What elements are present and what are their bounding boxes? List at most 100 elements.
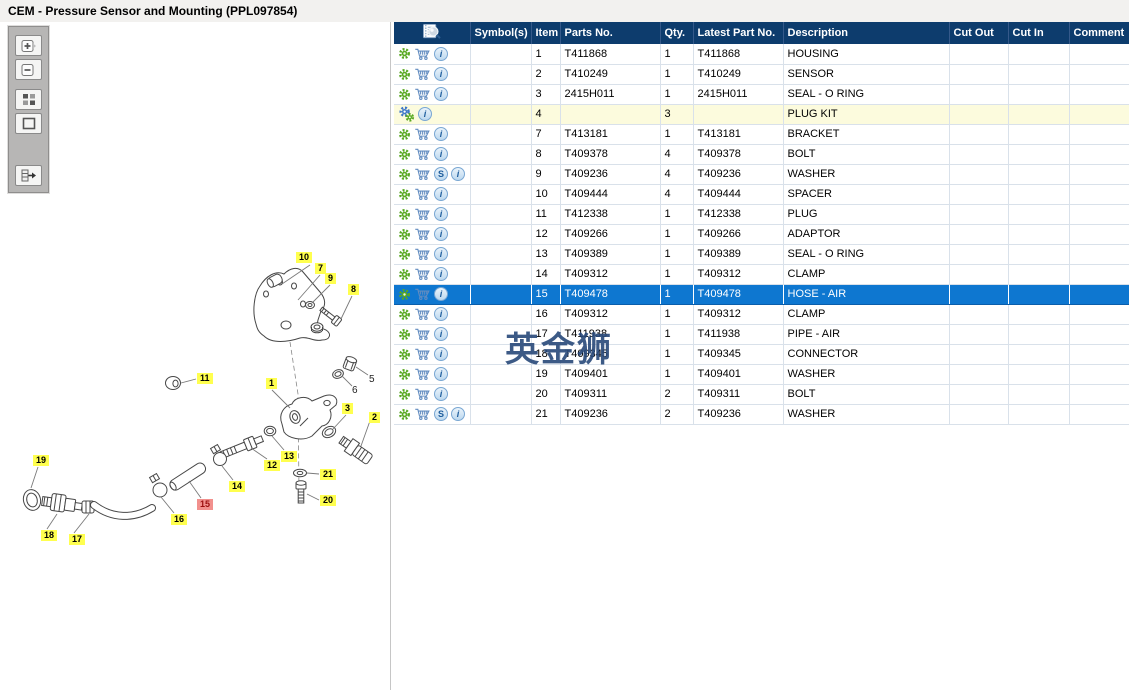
table-row-item-7[interactable]: i 7 T413181 1 T413181 BRACKET xyxy=(394,124,1129,145)
table-row-item-19[interactable]: i 19 T409401 1 T409401 WASHER xyxy=(394,364,1129,385)
gear-icon[interactable] xyxy=(398,268,411,281)
info-icon[interactable]: i xyxy=(451,407,465,421)
column-header-cut-in[interactable]: Cut In xyxy=(1008,22,1070,44)
part-label-15[interactable]: 15 xyxy=(197,499,214,510)
part-label-18[interactable]: 18 xyxy=(41,530,58,541)
info-icon[interactable]: i xyxy=(434,267,448,281)
info-icon[interactable]: i xyxy=(434,187,448,201)
zoom-in-button[interactable] xyxy=(15,35,42,56)
part-label-17[interactable]: 17 xyxy=(69,534,86,545)
gear-icon[interactable] xyxy=(398,47,411,60)
table-row-item-15[interactable]: i 15 T409478 1 T409478 HOSE - AIR xyxy=(394,284,1129,305)
info-icon[interactable]: i xyxy=(434,247,448,261)
table-row-item-1[interactable]: i 1 T411868 1 T411868 HOUSING xyxy=(394,44,1129,65)
table-row-item-8[interactable]: i 8 T409378 4 T409378 BOLT xyxy=(394,144,1129,165)
cart-icon[interactable] xyxy=(414,327,431,341)
part-label-19[interactable]: 19 xyxy=(33,455,50,466)
cart-icon[interactable] xyxy=(414,87,431,101)
part-label-20[interactable]: 20 xyxy=(320,495,337,506)
part-label-5[interactable]: 5 xyxy=(369,374,375,385)
cart-icon[interactable] xyxy=(414,67,431,81)
fit-view-button[interactable] xyxy=(15,113,42,134)
part-label-10[interactable]: 10 xyxy=(296,252,313,263)
info-icon[interactable]: i xyxy=(451,167,465,181)
gear-icon[interactable] xyxy=(398,368,411,381)
table-row-item-3[interactable]: i 3 2415H011 1 2415H011 SEAL - O RING xyxy=(394,84,1129,105)
part-label-9[interactable]: 9 xyxy=(325,273,337,284)
cart-icon[interactable] xyxy=(414,167,431,181)
gear-icon[interactable] xyxy=(398,188,411,201)
column-header-icons[interactable] xyxy=(394,22,471,44)
part-label-13[interactable]: 13 xyxy=(281,451,298,462)
zoom-out-button[interactable] xyxy=(15,59,42,80)
cart-icon[interactable] xyxy=(414,267,431,281)
cart-icon[interactable] xyxy=(414,407,431,421)
info-icon[interactable]: i xyxy=(434,307,448,321)
gear-icon[interactable] xyxy=(398,348,411,361)
export-panel-button[interactable] xyxy=(15,165,42,186)
table-row-item-10[interactable]: i 10 T409444 4 T409444 SPACER xyxy=(394,184,1129,205)
gear-icon[interactable] xyxy=(398,128,411,141)
table-row-item-12[interactable]: i 12 T409266 1 T409266 ADAPTOR xyxy=(394,224,1129,245)
parts-search-icon[interactable] xyxy=(421,23,442,40)
gear-icon[interactable] xyxy=(398,168,411,181)
column-header-symbol-s-[interactable]: Symbol(s) xyxy=(470,22,532,44)
column-header-latest-part-no-[interactable]: Latest Part No. xyxy=(693,22,784,44)
table-row-item-14[interactable]: i 14 T409312 1 T409312 CLAMP xyxy=(394,264,1129,285)
table-row-item-4[interactable]: i 4 3 PLUG KIT xyxy=(394,104,1129,125)
part-label-1[interactable]: 1 xyxy=(266,378,278,389)
substitute-icon[interactable]: S xyxy=(434,407,448,421)
kit-gears-icon[interactable] xyxy=(398,106,415,122)
info-icon[interactable]: i xyxy=(434,327,448,341)
part-label-21[interactable]: 21 xyxy=(320,469,337,480)
gear-icon[interactable] xyxy=(398,88,411,101)
gear-icon[interactable] xyxy=(398,208,411,221)
part-label-3[interactable]: 3 xyxy=(342,403,354,414)
gear-icon[interactable] xyxy=(398,288,411,301)
info-icon[interactable]: i xyxy=(434,67,448,81)
part-label-7[interactable]: 7 xyxy=(315,263,327,274)
column-header-description[interactable]: Description xyxy=(783,22,950,44)
info-icon[interactable]: i xyxy=(434,207,448,221)
column-header-cut-out[interactable]: Cut Out xyxy=(949,22,1009,44)
table-row-item-2[interactable]: i 2 T410249 1 T410249 SENSOR xyxy=(394,64,1129,85)
part-label-12[interactable]: 12 xyxy=(264,460,281,471)
part-label-14[interactable]: 14 xyxy=(229,481,246,492)
gear-icon[interactable] xyxy=(398,68,411,81)
part-label-11[interactable]: 11 xyxy=(197,373,213,384)
info-icon[interactable]: i xyxy=(434,287,448,301)
cart-icon[interactable] xyxy=(414,247,431,261)
gear-icon[interactable] xyxy=(398,228,411,241)
tile-view-button[interactable] xyxy=(15,89,42,110)
gear-icon[interactable] xyxy=(398,408,411,421)
part-label-8[interactable]: 8 xyxy=(348,284,360,295)
info-icon[interactable]: i xyxy=(434,347,448,361)
info-icon[interactable]: i xyxy=(418,107,432,121)
column-header-parts-no-[interactable]: Parts No. xyxy=(560,22,661,44)
substitute-icon[interactable]: S xyxy=(434,167,448,181)
column-header-item[interactable]: Item xyxy=(531,22,561,44)
gear-icon[interactable] xyxy=(398,148,411,161)
cart-icon[interactable] xyxy=(414,387,431,401)
cart-icon[interactable] xyxy=(414,47,431,61)
cart-icon[interactable] xyxy=(414,347,431,361)
table-row-item-17[interactable]: i 17 T411938 1 T411938 PIPE - AIR xyxy=(394,324,1129,345)
gear-icon[interactable] xyxy=(398,388,411,401)
table-row-item-16[interactable]: i 16 T409312 1 T409312 CLAMP xyxy=(394,304,1129,325)
info-icon[interactable]: i xyxy=(434,46,448,61)
cart-icon[interactable] xyxy=(414,187,431,201)
cart-icon[interactable] xyxy=(414,307,431,321)
column-header-qty-[interactable]: Qty. xyxy=(660,22,694,44)
cart-icon[interactable] xyxy=(414,227,431,241)
gear-icon[interactable] xyxy=(398,308,411,321)
cart-icon[interactable] xyxy=(414,367,431,381)
table-row-item-11[interactable]: i 11 T412338 1 T412338 PLUG xyxy=(394,204,1129,225)
column-header-comment[interactable]: Comment xyxy=(1069,22,1129,44)
gear-icon[interactable] xyxy=(398,248,411,261)
gear-icon[interactable] xyxy=(398,328,411,341)
part-label-16[interactable]: 16 xyxy=(171,514,188,525)
part-label-6[interactable]: 6 xyxy=(352,385,358,396)
table-row-item-18[interactable]: i 18 T409345 1 T409345 CONNECTOR xyxy=(394,344,1129,365)
